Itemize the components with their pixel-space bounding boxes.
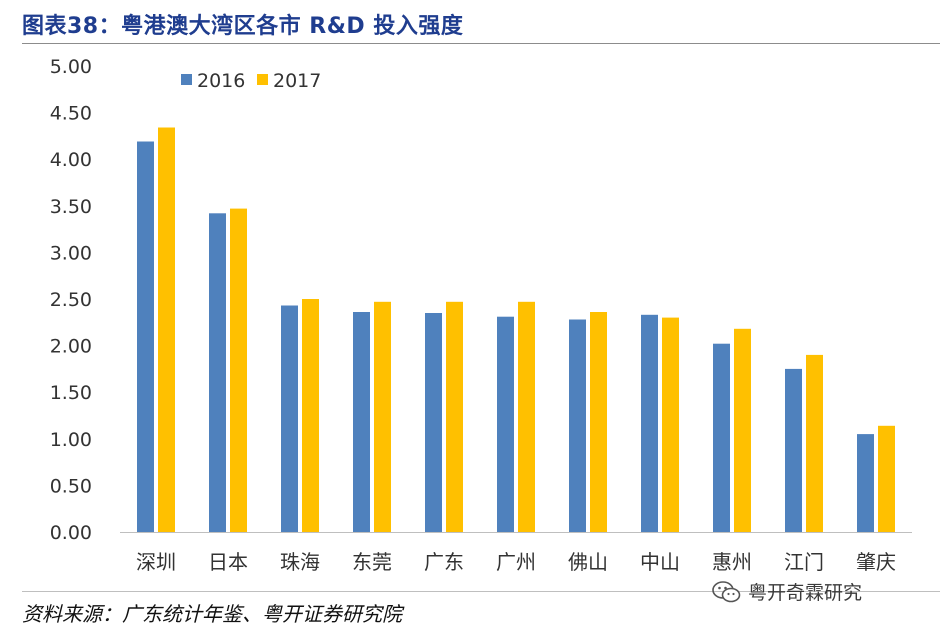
x-axis: 深圳 日本 珠海 东莞 广东 广州 佛山 中山 惠州 江门 肇庆: [120, 532, 912, 574]
x-tick-label: 日本: [208, 550, 248, 574]
y-tick-label: 0.50: [50, 475, 92, 497]
bar-2017-东莞: [374, 301, 391, 532]
bar-2017-日本: [230, 208, 247, 532]
bar-2016-惠州: [713, 343, 730, 532]
watermark-text: 粤开奇霖研究: [748, 582, 863, 604]
bar-2016-日本: [209, 213, 226, 533]
y-tick-label: 4.00: [50, 149, 92, 171]
bar-2016-肇庆: [857, 434, 874, 532]
bar-2016-江门: [785, 368, 802, 532]
bar-2017-肇庆: [878, 425, 895, 532]
y-tick-label: 0.00: [50, 522, 92, 544]
legend-label-2017: 2017: [273, 70, 321, 92]
y-tick-label: 4.50: [50, 103, 92, 125]
chart-title: 图表38：粤港澳大湾区各市 R&D 投入强度: [22, 14, 464, 39]
watermark: 粤开奇霖研究: [712, 578, 862, 605]
footer-divider: [22, 591, 940, 592]
bar-2016-珠海: [281, 305, 298, 532]
legend-swatch-2017: [257, 74, 268, 85]
x-tick-label: 中山: [640, 550, 680, 574]
x-tick-label: 肇庆: [856, 550, 896, 574]
bar-2016-佛山: [569, 319, 586, 532]
source-note: 资料来源：广东统计年鉴、粤开证券研究院: [22, 602, 402, 626]
wechat-icon: [712, 580, 741, 602]
y-tick-label: 1.00: [50, 429, 92, 451]
legend-label-2016: 2016: [197, 70, 245, 92]
bars: [137, 127, 895, 533]
x-tick-label: 惠州: [712, 550, 752, 574]
y-tick-label: 1.50: [50, 382, 92, 404]
bar-2017-广州: [518, 301, 535, 532]
y-axis: 0.00 0.50 1.00 1.50 2.00 2.50 3.00 3.50 4.00 4.50…: [50, 56, 92, 544]
x-tick-label: 珠海: [280, 550, 320, 574]
y-tick-label: 3.50: [50, 196, 92, 218]
x-tick-label: 广东: [424, 550, 464, 574]
bar-2017-深圳: [158, 127, 175, 532]
y-tick-label: 2.50: [50, 289, 92, 311]
y-tick-label: 5.00: [50, 56, 92, 78]
bar-2016-深圳: [137, 141, 154, 532]
bar-2016-广东: [425, 313, 442, 532]
bar-2016-东莞: [353, 312, 370, 532]
bar-2017-珠海: [302, 299, 319, 532]
y-tick-label: 2.00: [50, 336, 92, 358]
bar-2017-佛山: [590, 312, 607, 532]
x-tick-label: 佛山: [568, 550, 608, 574]
bar-2016-中山: [641, 314, 658, 532]
bar-2017-惠州: [734, 328, 751, 532]
title-divider: [22, 43, 940, 44]
x-tick-label: 东莞: [352, 550, 392, 574]
bar-2017-中山: [662, 317, 679, 532]
bar-2017-广东: [446, 301, 463, 532]
legend-swatch-2016: [181, 74, 192, 85]
bar-2017-江门: [806, 354, 823, 532]
bar-2016-广州: [497, 316, 514, 532]
legend: 2016 2017: [181, 70, 321, 92]
y-tick-label: 3.00: [50, 242, 92, 264]
x-tick-label: 广州: [496, 550, 536, 574]
x-tick-label: 深圳: [136, 550, 176, 574]
x-tick-label: 江门: [784, 550, 824, 574]
